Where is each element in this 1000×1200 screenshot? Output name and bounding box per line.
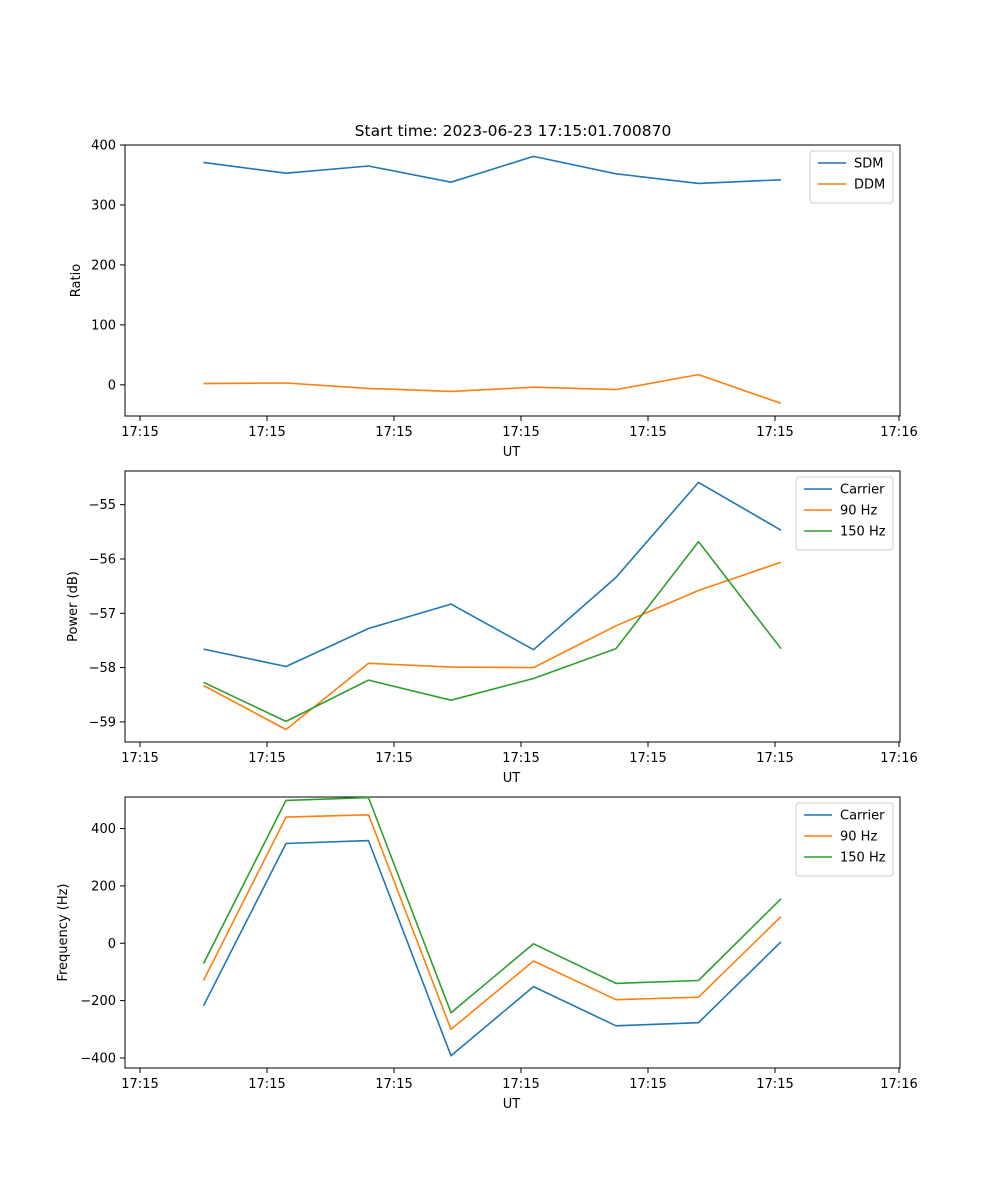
- x-tick-label: 17:16: [880, 425, 917, 440]
- y-tick-label: 100: [91, 318, 116, 333]
- series-line-sdm: [203, 155, 782, 185]
- series-line-150-hz: [202, 796, 782, 1014]
- panel-2: 17:15 17:15 17:15 17:15 17:15 17:15 17:16 UT −59…: [66, 470, 918, 786]
- panel-1: 17:15 17:15 17:15 17:15 17:15 17:15 17:16 UT 0 10…: [69, 139, 918, 461]
- axes-frame: [124, 470, 901, 743]
- x-tick-label: 17:15: [375, 425, 412, 440]
- y-tick-label: −55: [89, 498, 116, 513]
- x-tick-label: 17:15: [502, 751, 539, 766]
- x-tick-label: 17:15: [121, 425, 158, 440]
- legend: Carrier 90 Hz 150 Hz: [795, 802, 894, 877]
- y-axis-label: Frequency (Hz): [56, 883, 71, 981]
- x-tick-label: 17:15: [629, 751, 666, 766]
- legend-label: SDM: [854, 157, 883, 172]
- y-axis-label: Power (dB): [66, 571, 81, 642]
- x-axis-label: UT: [503, 1097, 521, 1112]
- x-tick-label: 17:16: [880, 751, 917, 766]
- series-line-ddm: [203, 373, 782, 405]
- y-axis-label: Ratio: [69, 264, 84, 297]
- legend-label: 150 Hz: [840, 851, 886, 866]
- x-axis-label: UT: [503, 771, 521, 786]
- x-tick-label: 17:15: [502, 1077, 539, 1092]
- x-tick-label: 17:15: [121, 751, 158, 766]
- x-tick-label: 17:15: [502, 425, 539, 440]
- y-tick-label: 400: [91, 139, 116, 154]
- x-tick-label: 17:15: [629, 425, 666, 440]
- x-tick-label: 17:15: [248, 425, 285, 440]
- y-tick-label: 0: [108, 378, 116, 393]
- x-tick-label: 17:15: [121, 1077, 158, 1092]
- y-tick-label: 0: [108, 937, 116, 952]
- legend-label: 150 Hz: [840, 525, 886, 540]
- legend-label: Carrier: [840, 809, 885, 824]
- x-tick-label: 17:15: [375, 1077, 412, 1092]
- panel-3: 17:15 17:15 17:15 17:15 17:15 17:15 17:16 UT −40…: [56, 796, 918, 1112]
- y-tick-label: −400: [80, 1051, 116, 1066]
- series-line-carrier: [202, 839, 782, 1057]
- y-tick-label: −200: [80, 994, 116, 1009]
- x-tick-label: 17:15: [248, 751, 285, 766]
- chart-title: Start time: 2023-06-23 17:15:01.700870: [355, 122, 672, 140]
- y-tick-label: 200: [91, 258, 116, 273]
- legend-label: DDM: [854, 178, 885, 193]
- y-tick-label: 400: [91, 822, 116, 837]
- y-tick-label: 300: [91, 198, 116, 213]
- y-tick-label: 200: [91, 879, 116, 894]
- legend-label: Carrier: [840, 483, 885, 498]
- axes-frame: [124, 796, 901, 1069]
- x-tick-label: 17:15: [629, 1077, 666, 1092]
- x-tick-label: 17:15: [756, 1077, 793, 1092]
- series-line-90-hz: [202, 813, 782, 1031]
- x-tick-label: 17:16: [880, 1077, 917, 1092]
- series-line-carrier: [203, 481, 782, 668]
- x-tick-label: 17:15: [248, 1077, 285, 1092]
- x-tick-label: 17:15: [756, 425, 793, 440]
- y-tick-label: −56: [89, 552, 116, 567]
- y-tick-label: −58: [89, 661, 116, 676]
- series-line-90-hz: [203, 561, 782, 731]
- legend-label: 90 Hz: [840, 830, 877, 845]
- x-axis-label: UT: [503, 445, 521, 460]
- legend-box: [809, 150, 894, 204]
- y-tick-label: −57: [89, 607, 116, 622]
- legend: Carrier 90 Hz 150 Hz: [795, 476, 894, 551]
- x-tick-label: 17:15: [375, 751, 412, 766]
- x-tick-label: 17:15: [756, 751, 793, 766]
- legend-label: 90 Hz: [840, 504, 877, 519]
- series-line-150-hz: [203, 540, 782, 723]
- legend: SDM DDM: [809, 150, 894, 204]
- y-tick-label: −59: [89, 715, 116, 730]
- axes-frame: [124, 144, 901, 417]
- panels: 17:15 17:15 17:15 17:15 17:15 17:15 17:16 UT 0 10…: [56, 139, 918, 1113]
